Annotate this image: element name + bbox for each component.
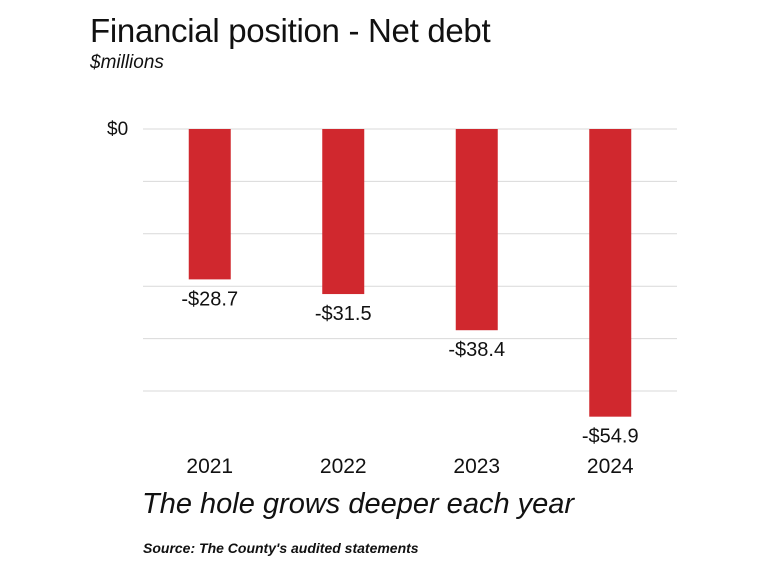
bar-2022 [322, 129, 365, 295]
value-label-2024: -$54.9 [582, 426, 639, 448]
bar-2023 [455, 129, 498, 331]
value-label-2021: -$28.7 [181, 288, 238, 310]
chart-tagline: The hole grows deeper each year [142, 488, 575, 520]
value-label-2022: -$31.5 [315, 303, 372, 325]
bar-2021 [188, 129, 231, 280]
source-note: Source: The County's audited statements [143, 540, 419, 556]
chart-subtitle: $millions [90, 52, 164, 73]
value-labels: -$28.7 -$31.5 -$38.4 -$54.9 [181, 288, 638, 447]
category-label-2024: 2024 [587, 455, 634, 478]
chart-title: Financial position - Net debt [90, 12, 491, 49]
category-label-2023: 2023 [453, 455, 500, 478]
bars [188, 129, 632, 417]
net-debt-bar-chart: $0 -$28.7 -$31.5 -$38.4 -$54.9 2021 2022 2023… [107, 119, 677, 478]
y-axis-ticks: $0 [107, 119, 128, 140]
y-tick-label: $0 [107, 119, 128, 140]
bar-2024 [589, 129, 632, 417]
gridlines [143, 128, 677, 392]
value-label-2023: -$38.4 [448, 339, 505, 361]
x-axis-categories: 2021 2022 2023 2024 [186, 455, 634, 478]
category-label-2021: 2021 [186, 455, 233, 478]
category-label-2022: 2022 [320, 455, 367, 478]
